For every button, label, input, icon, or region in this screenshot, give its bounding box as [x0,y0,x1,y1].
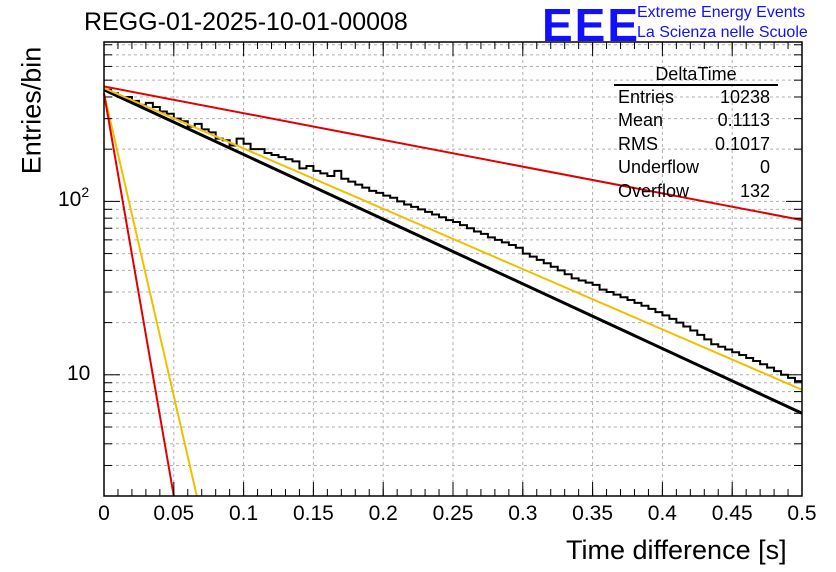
fit-lines [103,85,803,497]
stats-value: 10238 [719,87,770,107]
stats-value: 132 [739,180,770,201]
x-tick-label: 0.4 [647,502,677,525]
stats-row-rms: RMS 0.1017 [610,133,778,156]
chart-title: REGG-01-2025-10-01-00008 [84,8,408,36]
fit-line [103,88,803,415]
stats-row-entries: Entries 10238 [610,86,778,109]
stats-title: DeltaTime [614,64,778,86]
y-tick-label-base: 10 [67,361,91,385]
y-tick-label: 10 [67,362,90,386]
stats-value: 0 [759,157,770,178]
stats-value: 0.1017 [714,133,770,154]
x-tick-label: 0.35 [572,502,614,525]
fit-line [103,93,198,497]
y-tick-label-base: 10 [58,188,82,212]
x-tick-label: 0 [98,502,110,525]
x-tick-label: 0.05 [153,502,195,525]
fit-line [103,87,803,391]
x-tick-label: 0.3 [508,502,538,525]
stats-row-mean: Mean 0.1113 [610,109,778,132]
fit-line [103,85,803,222]
stats-row-underflow: Underflow 0 [610,156,778,179]
stats-label: Mean [618,110,664,131]
y-axis-label: Entries/bin [16,46,47,175]
stats-label: Overflow [618,180,690,201]
x-axis-label: Time difference [s] [566,535,787,565]
x-tick-label: 0.2 [368,502,398,525]
stats-value: 0.1113 [717,110,770,131]
fit-line [103,93,175,497]
y-tick-label-exponent: 2 [81,184,90,201]
x-tick-label: 0.5 [787,502,817,525]
x-tick-label: 0.15 [292,502,334,525]
x-tick-label: 0.45 [711,502,753,525]
x-tick-label: 0.1 [228,502,259,525]
stats-box: DeltaTime Entries 10238 Mean 0.1113 RMS 0.1… [610,64,778,203]
stats-row-overflow: Overflow 132 [610,180,778,203]
logo-line-1: Extreme Energy Events [637,4,806,21]
stats-label: Entries [618,87,675,107]
logo-line-2: La Scienza nelle Scuole [637,24,808,41]
stats-label: RMS [618,133,658,154]
axis-ticks [103,42,803,497]
eee-logo: EEE [542,0,641,51]
x-tick-label: 0.25 [432,502,474,525]
y-tick-label: 102 [58,184,89,212]
stats-label: Underflow [618,157,700,178]
